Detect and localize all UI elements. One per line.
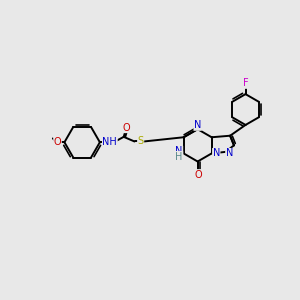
- Text: S: S: [138, 136, 144, 146]
- Text: O: O: [54, 137, 61, 147]
- Text: F: F: [243, 78, 248, 88]
- Text: O: O: [195, 169, 202, 180]
- Text: O: O: [122, 123, 130, 133]
- Text: N: N: [194, 120, 201, 130]
- Text: N: N: [226, 148, 233, 158]
- Text: N: N: [213, 148, 220, 158]
- Text: N: N: [175, 146, 183, 156]
- Text: NH: NH: [103, 137, 117, 147]
- Text: H: H: [175, 152, 183, 161]
